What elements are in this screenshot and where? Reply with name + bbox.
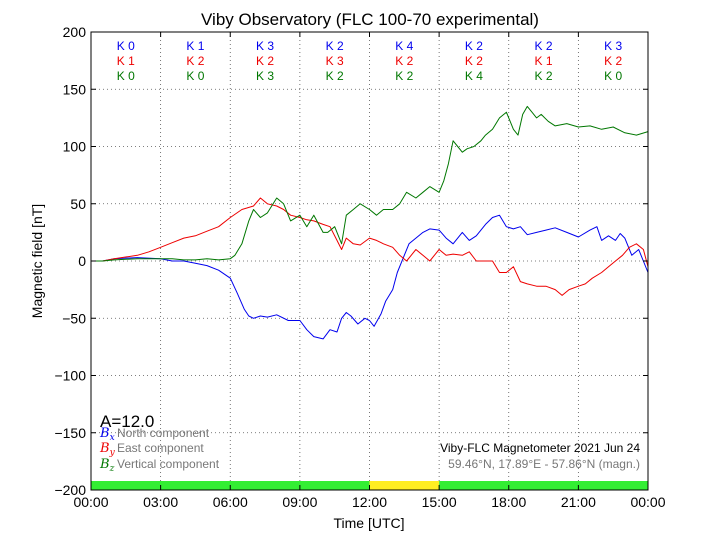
y-tick-label: 100 — [63, 139, 87, 155]
activity-bar-segment — [369, 481, 440, 490]
axis-ticks: 00:00 03:00 06:00 09:00 12:00 15:00 18:00 21:00… — [54, 24, 665, 510]
x-tick-label: 03:00 — [143, 494, 178, 510]
y-axis-label: Magnetic field [nT] — [29, 204, 45, 318]
x-tick-label: 12:00 — [352, 494, 387, 510]
legend-entry-z: Bz Vertical component — [99, 457, 220, 474]
legend-entry-y: By East component — [99, 441, 204, 458]
k-index-y: K 2 — [186, 54, 204, 68]
k-index-z: K 4 — [465, 69, 483, 83]
k-index-y: K 2 — [395, 54, 413, 68]
k-index-x: K 3 — [256, 39, 274, 53]
k-index-x: K 2 — [326, 39, 344, 53]
x-tick-label: 09:00 — [282, 494, 317, 510]
k-index-y: K 2 — [604, 54, 622, 68]
k-index-z: K 0 — [186, 69, 204, 83]
x-tick-label: 06:00 — [213, 494, 248, 510]
k-index-z: K 3 — [256, 69, 274, 83]
k-index-x: K 2 — [535, 39, 553, 53]
legend: Bx North component By East component Bz … — [99, 426, 220, 474]
y-tick-label: −200 — [54, 482, 86, 498]
y-tick-label: 200 — [63, 24, 87, 40]
x-axis-label: Time [UTC] — [333, 515, 404, 531]
k-index-y: K 2 — [256, 54, 274, 68]
activity-bar-segment — [439, 481, 648, 490]
plot-frame — [90, 31, 649, 491]
legend-entry-x: Bx North component — [99, 426, 210, 443]
k-index-y: K 2 — [465, 54, 483, 68]
series-line-x — [91, 214, 649, 340]
k-index-z: K 2 — [326, 69, 344, 83]
location-label: 59.46°N, 17.89°E - 57.86°N (magn.) — [448, 457, 640, 471]
k-index-x: K 3 — [604, 39, 622, 53]
series-lines — [91, 105, 649, 340]
k-index-x: K 0 — [117, 39, 135, 53]
legend-symbol-z: Bz — [99, 457, 115, 474]
k-index-y: K 1 — [117, 54, 135, 68]
y-tick-label: −100 — [54, 368, 86, 384]
k-index-z: K 0 — [117, 69, 135, 83]
legend-symbol-x: Bx — [99, 426, 115, 443]
k-index-z: K 0 — [604, 69, 622, 83]
x-tick-label: 18:00 — [491, 494, 526, 510]
y-tick-label: −50 — [62, 310, 86, 326]
y-tick-label: 50 — [70, 196, 86, 212]
k-index-y: K 3 — [326, 54, 344, 68]
legend-symbol-y: By — [99, 441, 116, 458]
k-index-z: K 2 — [395, 69, 413, 83]
a-index-label: A=12.0 — [100, 412, 154, 431]
y-tick-label: 150 — [63, 81, 87, 97]
k-index-x: K 4 — [395, 39, 413, 53]
chart-title: Viby Observatory (FLC 100-70 experimenta… — [201, 10, 539, 29]
series-line-z — [91, 105, 649, 262]
k-index-x: K 2 — [465, 39, 483, 53]
x-tick-label: 15:00 — [422, 494, 457, 510]
k-index-y: K 1 — [535, 54, 553, 68]
legend-label-north: North component — [117, 426, 210, 440]
y-tick-label: 0 — [78, 253, 86, 269]
y-tick-label: −150 — [54, 425, 86, 441]
x-tick-label: 00:00 — [73, 494, 108, 510]
series-line-y — [91, 197, 649, 296]
k-index-z: K 2 — [535, 69, 553, 83]
x-tick-label: 00:00 — [630, 494, 665, 510]
x-tick-label: 21:00 — [561, 494, 596, 510]
instrument-label: Viby-FLC Magnetometer 2021 Jun 24 — [440, 441, 640, 455]
k-index-x: K 1 — [186, 39, 204, 53]
legend-label-east: East component — [117, 441, 204, 455]
legend-label-vertical: Vertical component — [117, 457, 220, 471]
